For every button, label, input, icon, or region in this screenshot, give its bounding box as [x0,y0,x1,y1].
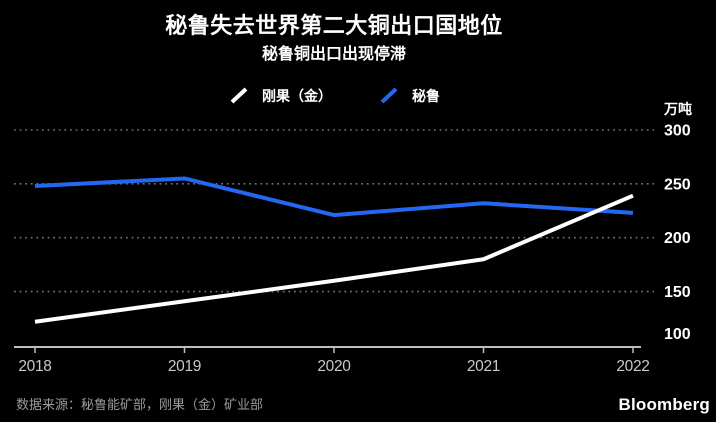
chart-title: 秘鲁失去世界第二大铜出口国地位 [165,13,503,38]
legend-item-peru: 秘鲁 [378,86,440,106]
x-axis-label-2020: 2020 [317,358,351,375]
chart-subtitle: 秘鲁铜出口出现停滞 [261,46,406,63]
y-axis-label-200: 200 [664,230,691,247]
x-axis-label-2018: 2018 [18,358,51,375]
legend-item-congo: 刚果（金） [228,86,332,106]
congo-line-key-icon [230,87,248,104]
source-note: 数据来源：秘鲁能矿部，刚果（金）矿业部 [16,397,264,412]
y-axis-label-300: 300 [664,123,691,140]
y-axis-label-100: 100 [664,326,691,343]
bloomberg-logo: Bloomberg [618,395,710,414]
peru-series-line [34,176,634,218]
y-axis-label-250: 250 [664,176,691,193]
x-axis-label-2022: 2022 [616,358,649,375]
y-axis-unit-label: 万吨 [663,101,692,118]
x-axis-label-2021: 2021 [467,358,500,375]
peru-line-key-icon [380,87,398,104]
chart-legend: 刚果（金） 秘鲁 [0,86,668,106]
legend-label-congo: 刚果（金） [262,90,332,105]
legend-label-peru: 秘鲁 [412,90,440,105]
x-axis-label-2019: 2019 [168,358,201,375]
y-axis-label-150: 150 [664,284,691,301]
congo-series-line [34,193,634,324]
